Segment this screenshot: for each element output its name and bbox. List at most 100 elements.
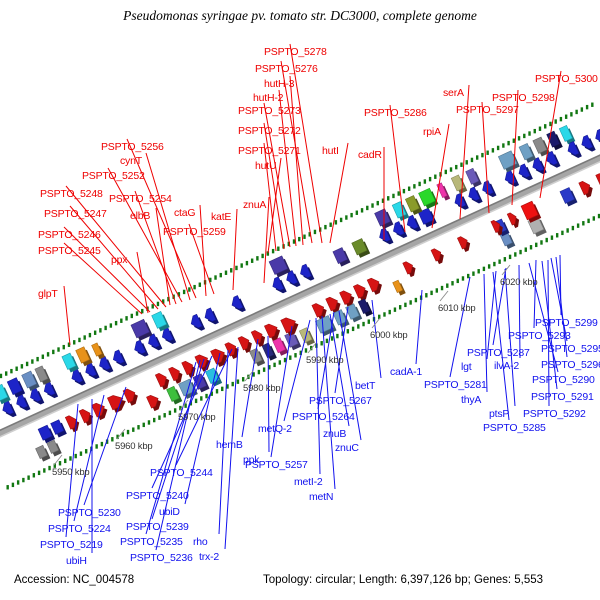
gene-feature-rev[interactable] xyxy=(595,128,600,146)
gene-label-forward[interactable]: PSPTO_5246 xyxy=(38,229,101,241)
gene-feature-rev[interactable] xyxy=(532,136,550,157)
gene-feature-rev[interactable] xyxy=(130,318,153,341)
gene-label-forward[interactable]: rpiA xyxy=(423,126,441,138)
gene-feature-fwd[interactable] xyxy=(280,317,299,336)
gene-feature-rev[interactable] xyxy=(558,124,576,145)
gene-label-forward[interactable]: elbB xyxy=(130,210,151,222)
gene-label-reverse[interactable]: znuB xyxy=(323,428,347,440)
gene-feature-rev[interactable] xyxy=(332,247,351,267)
gene-feature-rev[interactable] xyxy=(581,134,596,152)
gene-label-reverse[interactable]: trx-2 xyxy=(199,551,220,563)
gene-label-forward[interactable]: znuA xyxy=(243,199,267,211)
gene-feature-rev[interactable] xyxy=(34,365,51,385)
gene-feature-rev[interactable] xyxy=(85,362,100,380)
gene-label-forward[interactable]: hutH-2 xyxy=(253,92,284,104)
gene-label-reverse[interactable]: PSPTO_5290 xyxy=(532,374,595,386)
gene-feature-fwd[interactable] xyxy=(146,394,162,412)
gene-feature-rev[interactable] xyxy=(374,208,394,230)
gene-label-forward[interactable]: PSPTO_5245 xyxy=(38,245,101,257)
gene-feature-rev[interactable] xyxy=(21,370,40,391)
gene-feature-rev[interactable] xyxy=(300,263,315,281)
gene-feature-rev[interactable] xyxy=(0,383,11,405)
gene-feature-fwd[interactable] xyxy=(345,303,363,323)
gene-feature-fwd[interactable] xyxy=(210,348,228,368)
gene-feature-rev[interactable] xyxy=(43,381,59,399)
gene-label-reverse[interactable]: PSPTO_5296 xyxy=(541,359,600,371)
gene-label-reverse[interactable]: PSPTO_5299 xyxy=(535,317,598,329)
gene-feature-rev[interactable] xyxy=(148,333,163,351)
gene-label-forward[interactable]: cynT xyxy=(120,155,142,167)
gene-feature-fwd[interactable] xyxy=(205,367,223,387)
gene-label-reverse[interactable]: rho xyxy=(193,536,208,548)
gene-label-reverse[interactable]: metI-2 xyxy=(294,476,323,488)
gene-label-reverse[interactable]: lgt xyxy=(461,361,472,373)
gene-feature-rev[interactable] xyxy=(497,150,520,173)
gene-feature-rev[interactable] xyxy=(2,400,17,418)
gene-feature-rev[interactable] xyxy=(91,342,106,360)
gene-feature-rev[interactable] xyxy=(286,270,301,287)
gene-label-reverse[interactable]: PSPTO_5240 xyxy=(126,490,189,502)
gene-label-reverse[interactable]: metQ-2 xyxy=(258,423,292,435)
gene-label-forward[interactable]: hutU xyxy=(255,160,277,172)
gene-feature-rev[interactable] xyxy=(112,349,128,367)
gene-feature-fwd[interactable] xyxy=(249,347,266,367)
gene-label-reverse[interactable]: metN xyxy=(309,491,334,503)
gene-label-reverse[interactable]: ppk xyxy=(243,454,260,466)
gene-feature-fwd[interactable] xyxy=(35,444,51,462)
gene-label-forward[interactable]: hutH-3 xyxy=(264,78,295,90)
gene-feature-rev[interactable] xyxy=(99,355,114,373)
gene-label-reverse[interactable]: PSPTO_5244 xyxy=(150,467,213,479)
gene-label-reverse[interactable]: PSPTO_5236 xyxy=(130,552,193,564)
gene-label-reverse[interactable]: PSPTO_5239 xyxy=(126,521,189,533)
gene-feature-rev[interactable] xyxy=(30,387,45,405)
gene-feature-rev[interactable] xyxy=(468,186,483,204)
gene-feature-rev[interactable] xyxy=(404,195,423,215)
gene-label-forward[interactable]: hutI xyxy=(322,145,339,157)
gene-label-forward[interactable]: PSPTO_5297 xyxy=(456,104,519,116)
gene-label-reverse[interactable]: PSPTO_5291 xyxy=(531,391,594,403)
gene-feature-rev[interactable] xyxy=(351,238,371,258)
gene-feature-rev[interactable] xyxy=(450,174,468,194)
gene-feature-fwd[interactable] xyxy=(263,323,281,341)
gene-feature-rev[interactable] xyxy=(465,167,482,188)
gene-feature-fwd[interactable] xyxy=(46,439,62,457)
gene-feature-rev[interactable] xyxy=(16,393,31,411)
gene-label-reverse[interactable]: PSPTO_5235 xyxy=(120,536,183,548)
gene-label-forward[interactable]: serA xyxy=(443,87,464,99)
gene-label-forward[interactable]: PSPTO_5272 xyxy=(238,125,301,137)
gene-feature-fwd[interactable] xyxy=(284,331,302,351)
gene-feature-rev[interactable] xyxy=(504,169,520,187)
gene-feature-rev[interactable] xyxy=(532,157,547,175)
gene-feature-rev[interactable] xyxy=(518,163,533,181)
gene-label-forward[interactable]: PSPTO_5300 xyxy=(535,73,598,85)
gene-feature-fwd[interactable] xyxy=(122,388,138,406)
gene-label-reverse[interactable]: PSPTO_5257 xyxy=(245,459,308,471)
gene-feature-fwd[interactable] xyxy=(559,187,578,207)
gene-feature-rev[interactable] xyxy=(6,377,26,398)
gene-feature-fwd[interactable] xyxy=(311,303,327,321)
gene-feature-fwd[interactable] xyxy=(106,395,126,413)
gene-label-reverse[interactable]: PSPTO_5219 xyxy=(40,539,103,551)
gene-label-reverse[interactable]: PSPTO_5285 xyxy=(483,422,546,434)
gene-feature-fwd[interactable] xyxy=(402,261,416,278)
gene-feature-fwd[interactable] xyxy=(339,290,355,308)
gene-feature-rev[interactable] xyxy=(71,368,86,386)
gene-feature-fwd[interactable] xyxy=(194,354,211,372)
genome-map-canvas[interactable]: PSPTO_5278 PSPTO_5276 hutH-3 hutH-2 PSPTO_52… xyxy=(0,28,600,567)
gene-label-forward[interactable]: ctaG xyxy=(174,207,196,219)
gene-label-forward[interactable]: PSPTO_5259 xyxy=(163,226,226,238)
gene-feature-rev[interactable] xyxy=(546,150,561,168)
gene-feature-fwd[interactable] xyxy=(325,296,341,314)
gene-label-reverse[interactable]: PSPTO_5281 xyxy=(424,379,487,391)
gene-feature-fwd[interactable] xyxy=(578,180,593,198)
gene-label-reverse[interactable]: ubiD xyxy=(159,506,180,518)
gene-feature-fwd[interactable] xyxy=(168,366,183,384)
gene-feature-fwd[interactable] xyxy=(237,336,252,353)
gene-feature-rev[interactable] xyxy=(134,339,149,357)
gene-label-forward[interactable]: glpT xyxy=(38,288,58,300)
gene-feature-fwd[interactable] xyxy=(595,173,600,191)
gene-feature-rev[interactable] xyxy=(518,142,537,163)
gene-label-reverse[interactable]: hemB xyxy=(216,439,243,451)
gene-feature-fwd[interactable] xyxy=(520,200,542,223)
gene-label-forward[interactable]: ppx xyxy=(111,254,128,266)
